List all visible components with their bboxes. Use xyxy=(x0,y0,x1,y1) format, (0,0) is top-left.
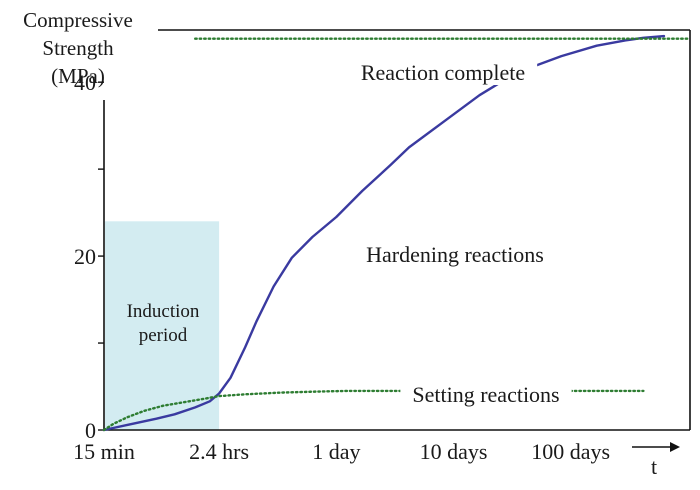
shade-label: Induction period xyxy=(127,301,200,346)
x-ticks: 15 min 2.4 hrs 1 day 10 days 100 days xyxy=(73,439,610,464)
x-tick-label: 15 min xyxy=(73,439,135,464)
y-axis-title: Compressive Strength (MPa) xyxy=(23,8,133,88)
x-tick-label: 100 days xyxy=(531,439,610,464)
hardening-reactions-line xyxy=(102,34,666,432)
x-tick-label: 2.4 hrs xyxy=(189,439,249,464)
hardening-reactions-label: Hardening reactions xyxy=(366,242,544,267)
x-axis-title: t xyxy=(651,454,657,479)
x-tick-label: 10 days xyxy=(420,439,488,464)
y-axis-title-line1: Compressive xyxy=(23,8,133,32)
y-ticks: 0 20 40 xyxy=(74,70,104,443)
setting-reactions-label-backdrop xyxy=(400,382,572,407)
y-tick-label: 0 xyxy=(85,418,96,443)
time-axis-arrow: t xyxy=(632,442,680,479)
y-tick-label: 20 xyxy=(74,244,96,269)
time-arrow-head xyxy=(670,442,680,452)
y-tick-label: 40 xyxy=(74,70,96,95)
reaction-complete-label-backdrop xyxy=(348,60,538,85)
induction-period-region xyxy=(105,221,220,430)
induction-label-line1: Induction xyxy=(127,301,200,322)
setting-reactions-label: Setting reactions xyxy=(412,382,559,407)
induction-label-line2: period xyxy=(139,325,188,346)
y-axis-title-line3: (MPa) xyxy=(51,64,105,88)
reaction-complete-label: Reaction complete xyxy=(361,60,525,85)
annotations: Reaction complete Hardening reactions Se… xyxy=(348,60,572,407)
y-axis-title-line2: Strength xyxy=(42,36,114,60)
x-tick-label: 1 day xyxy=(312,439,360,464)
